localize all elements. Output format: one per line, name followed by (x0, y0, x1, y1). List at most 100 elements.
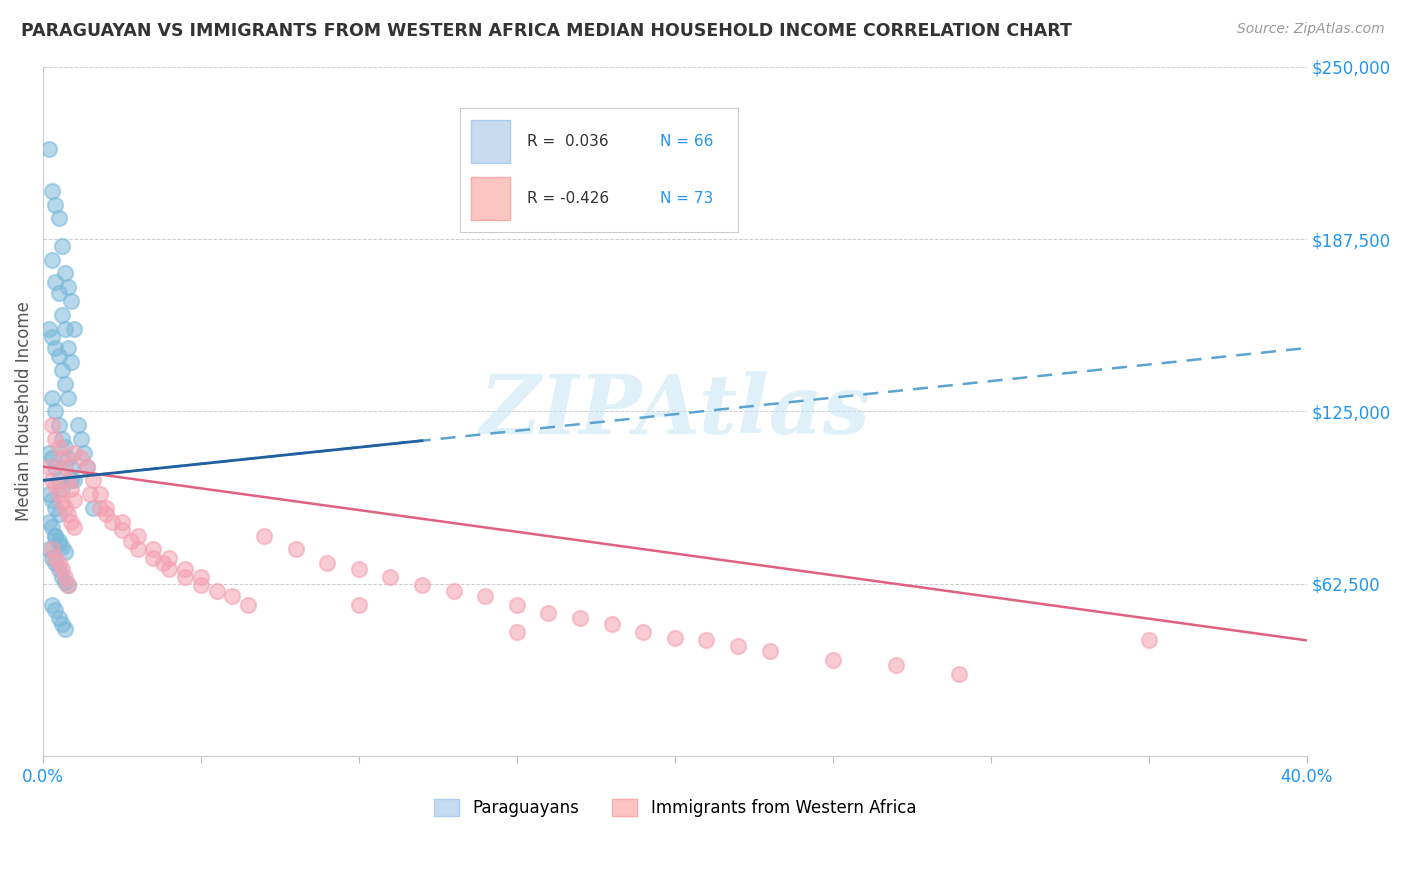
Point (44, 404, 66, 418)
Point (69, 432, 91, 446)
Point (142, 550, 165, 565)
Point (41, 598, 63, 612)
Point (48, 418, 70, 433)
Text: Source: ZipAtlas.com: Source: ZipAtlas.com (1237, 22, 1385, 37)
Point (89, 487, 111, 501)
Point (48, 534, 70, 549)
Point (56, 507, 79, 521)
Point (44, 528, 66, 542)
Text: PARAGUAYAN VS IMMIGRANTS FROM WESTERN AFRICA MEDIAN HOUSEHOLD INCOME CORRELATION: PARAGUAYAN VS IMMIGRANTS FROM WESTERN AF… (21, 22, 1071, 40)
Point (51, 308, 73, 322)
Point (41, 330, 63, 344)
Point (44, 432, 66, 446)
Point (41, 252, 63, 267)
Point (48, 537, 70, 551)
Point (758, 644, 780, 658)
Point (443, 583, 465, 598)
Point (190, 570, 212, 584)
Point (253, 528, 276, 542)
Point (631, 625, 654, 640)
Point (238, 598, 260, 612)
Point (53, 623, 76, 637)
Point (51, 540, 73, 554)
Point (44, 500, 66, 515)
Point (284, 542, 307, 557)
Point (41, 550, 63, 565)
Point (38, 321, 60, 335)
Point (347, 562, 370, 576)
Point (48, 556, 70, 570)
Point (48, 474, 70, 488)
Point (53, 570, 76, 584)
Point (53, 545, 76, 559)
Point (120, 534, 142, 549)
Point (60, 474, 83, 488)
Point (56, 391, 79, 405)
Point (316, 556, 339, 570)
Point (44, 556, 66, 570)
Point (53, 321, 76, 335)
Point (41, 391, 63, 405)
Y-axis label: Median Household Income: Median Household Income (15, 301, 32, 521)
Point (41, 451, 63, 466)
Point (44, 479, 66, 493)
Point (76, 459, 98, 474)
Point (51, 239, 73, 253)
Point (474, 589, 496, 603)
Point (63, 520, 86, 534)
Point (41, 474, 63, 488)
Point (884, 658, 907, 673)
Point (73, 446, 96, 460)
Point (41, 492, 63, 507)
Point (63, 446, 86, 460)
Point (190, 578, 212, 592)
Point (127, 542, 149, 557)
Point (60, 515, 83, 529)
Point (60, 482, 83, 496)
Point (727, 639, 749, 653)
Point (38, 542, 60, 557)
Point (41, 542, 63, 557)
Point (44, 603, 66, 617)
Point (51, 363, 73, 377)
Point (380, 570, 402, 584)
Point (51, 562, 73, 576)
Point (56, 341, 79, 355)
Point (89, 500, 111, 515)
Point (53, 500, 76, 515)
Point (60, 459, 83, 474)
Point (63, 492, 86, 507)
Point (127, 528, 149, 542)
Point (48, 285, 70, 300)
Point (48, 611, 70, 625)
Point (53, 440, 76, 454)
Point (664, 631, 686, 645)
Point (142, 542, 165, 557)
Point (38, 142, 60, 156)
Point (60, 355, 83, 369)
Legend: Paraguayans, Immigrants from Western Africa: Paraguayans, Immigrants from Western Afr… (427, 792, 922, 824)
Point (94, 500, 117, 515)
Point (221, 589, 243, 603)
Point (41, 520, 63, 534)
Point (38, 515, 60, 529)
Point (56, 451, 79, 466)
Point (38, 446, 60, 460)
Point (56, 474, 79, 488)
Point (157, 562, 180, 576)
Point (48, 562, 70, 576)
Point (1137, 633, 1160, 648)
Point (411, 578, 433, 592)
Point (66, 418, 89, 433)
Point (506, 625, 529, 640)
Point (44, 341, 66, 355)
Point (53, 376, 76, 391)
Point (48, 487, 70, 501)
Point (38, 459, 60, 474)
Point (69, 451, 91, 466)
Point (48, 349, 70, 363)
Point (51, 432, 73, 446)
Point (51, 495, 73, 509)
Point (53, 459, 76, 474)
Point (157, 550, 180, 565)
